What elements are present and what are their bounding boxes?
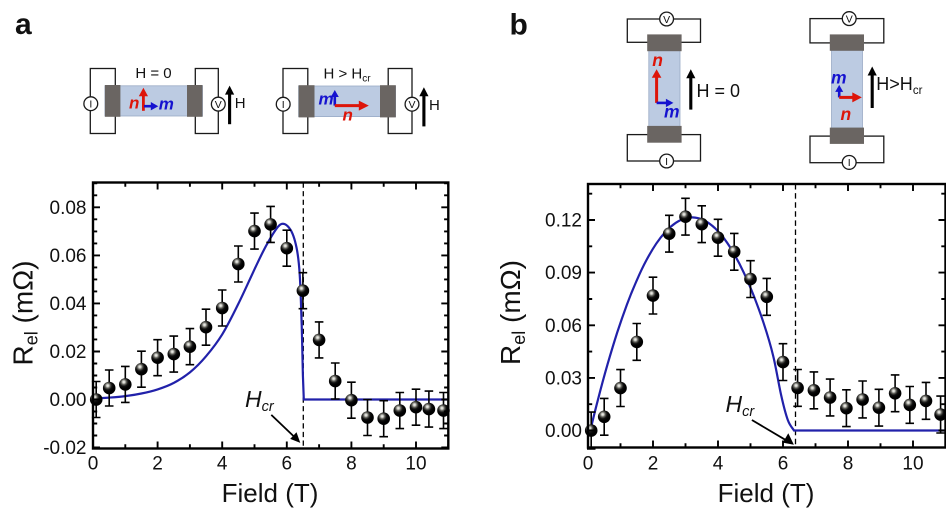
svg-text:0.02: 0.02 bbox=[50, 342, 87, 363]
svg-text:2: 2 bbox=[152, 454, 163, 475]
svg-text:6: 6 bbox=[778, 454, 789, 475]
svg-text:V: V bbox=[408, 99, 415, 111]
svg-text:0.00: 0.00 bbox=[545, 421, 582, 442]
svg-text:H: H bbox=[429, 97, 440, 114]
svg-text:0.03: 0.03 bbox=[545, 368, 582, 389]
svg-text:10: 10 bbox=[902, 454, 923, 475]
svg-text:m: m bbox=[831, 68, 847, 88]
svg-text:n: n bbox=[652, 50, 663, 70]
svg-text:V: V bbox=[663, 14, 670, 26]
svg-text:I: I bbox=[665, 156, 668, 168]
svg-text:a: a bbox=[15, 8, 32, 41]
svg-text:H>Hcr: H>Hcr bbox=[876, 74, 922, 97]
svg-text:I: I bbox=[848, 157, 851, 169]
svg-text:-0.02: -0.02 bbox=[43, 438, 86, 459]
svg-text:m: m bbox=[159, 95, 174, 114]
svg-text:I: I bbox=[282, 99, 285, 111]
svg-text:0.08: 0.08 bbox=[50, 198, 87, 219]
svg-text:Field (T): Field (T) bbox=[222, 478, 319, 508]
svg-text:0: 0 bbox=[88, 454, 99, 475]
svg-text:2: 2 bbox=[648, 454, 659, 475]
svg-text:6: 6 bbox=[282, 454, 293, 475]
svg-text:H = 0: H = 0 bbox=[697, 81, 741, 101]
svg-text:0.06: 0.06 bbox=[50, 246, 87, 267]
svg-text:0: 0 bbox=[583, 454, 594, 475]
svg-text:0.04: 0.04 bbox=[50, 294, 87, 315]
svg-text:Rel (mΩ): Rel (mΩ) bbox=[8, 261, 42, 366]
svg-text:b: b bbox=[510, 9, 528, 42]
svg-text:0.09: 0.09 bbox=[545, 263, 582, 284]
svg-text:n: n bbox=[841, 104, 852, 124]
svg-text:8: 8 bbox=[843, 454, 854, 475]
svg-text:V: V bbox=[846, 13, 853, 25]
svg-text:4: 4 bbox=[713, 454, 724, 475]
svg-text:n: n bbox=[343, 106, 353, 125]
svg-text:4: 4 bbox=[217, 454, 228, 475]
svg-text:0.06: 0.06 bbox=[545, 316, 582, 337]
svg-text:H = 0: H = 0 bbox=[135, 65, 171, 82]
svg-text:Rel (mΩ): Rel (mΩ) bbox=[495, 260, 529, 365]
svg-text:I: I bbox=[89, 99, 92, 111]
svg-text:Field (T): Field (T) bbox=[718, 478, 815, 508]
svg-text:H > Hcr: H > Hcr bbox=[323, 66, 371, 85]
svg-text:8: 8 bbox=[346, 454, 357, 475]
svg-text:m: m bbox=[664, 102, 680, 122]
svg-text:10: 10 bbox=[405, 454, 426, 475]
svg-text:n: n bbox=[129, 93, 139, 112]
svg-text:V: V bbox=[215, 99, 222, 111]
svg-text:0.12: 0.12 bbox=[545, 211, 582, 232]
svg-text:m: m bbox=[319, 90, 334, 109]
svg-text:0.00: 0.00 bbox=[50, 390, 87, 411]
svg-text:H: H bbox=[235, 95, 246, 112]
